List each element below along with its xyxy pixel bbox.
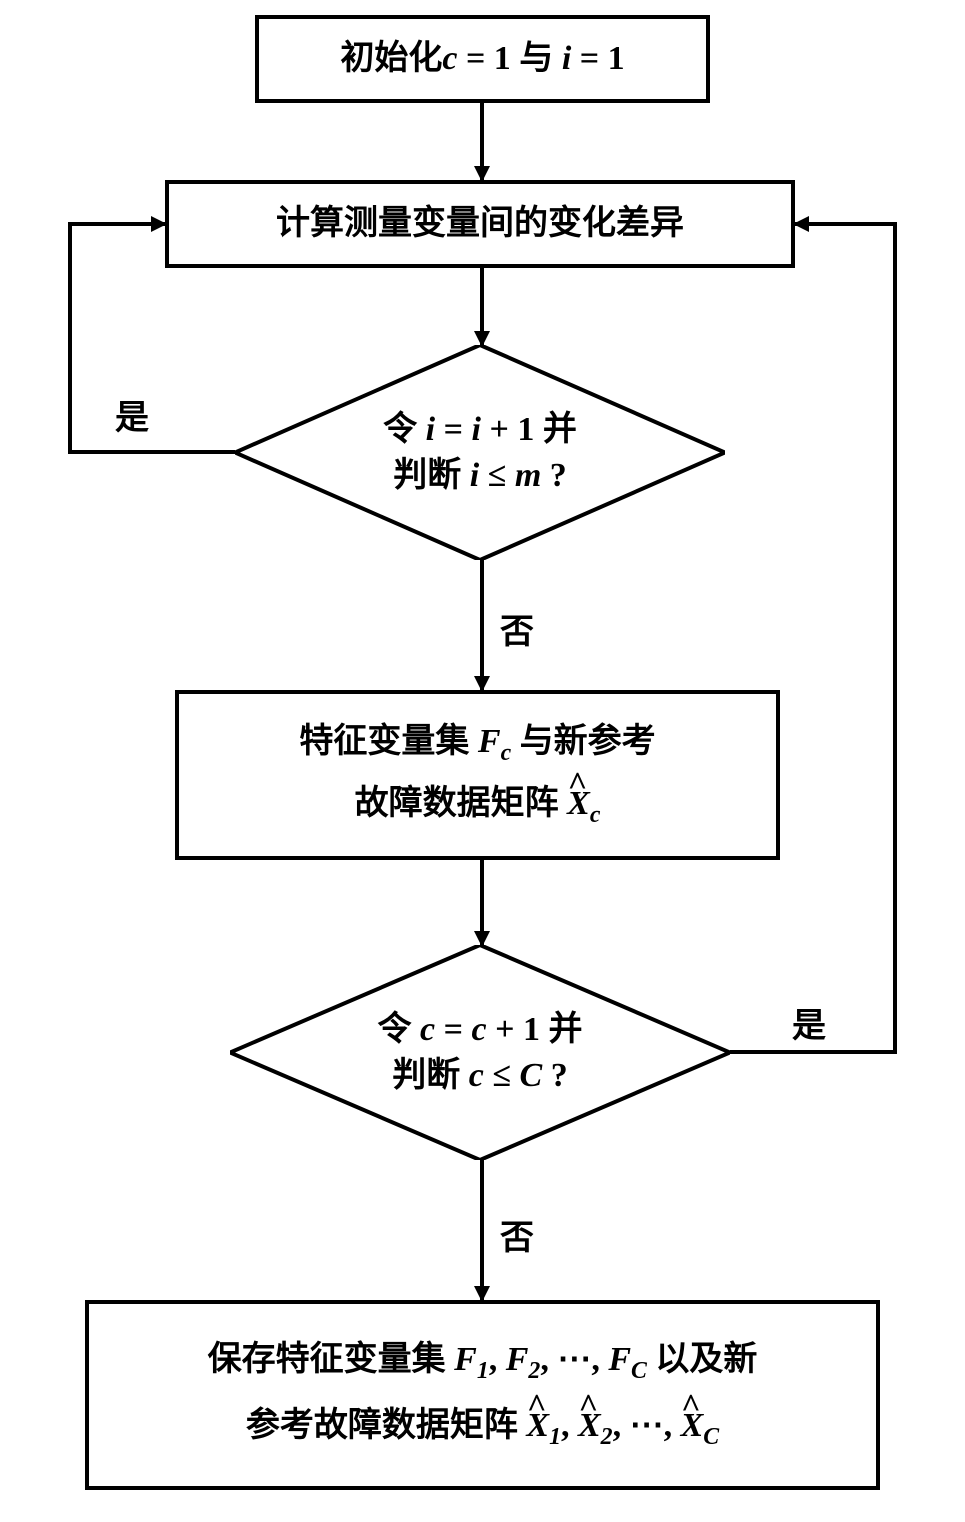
arrows-layer — [0, 0, 965, 1522]
flowchart-container: 初始化c = 1 与 i = 1 计算测量变量间的变化差异 令 i = i + … — [0, 0, 965, 1522]
edge-label-no-i: 否 — [500, 604, 534, 653]
edge-label-no-c: 否 — [500, 1210, 534, 1259]
edge-label-yes-i: 是 — [115, 390, 149, 439]
edge-label-yes-c: 是 — [792, 998, 826, 1047]
